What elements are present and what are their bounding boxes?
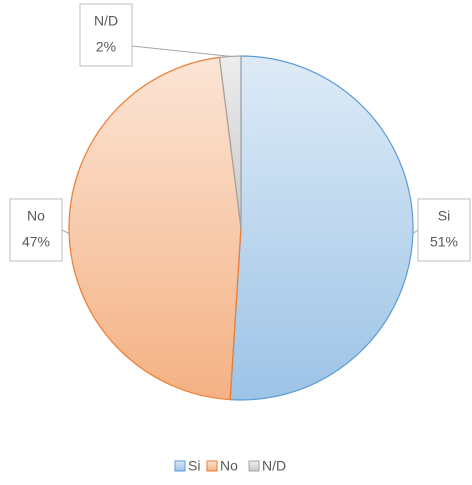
- data-label-name: Si: [438, 208, 450, 224]
- pie-slice: [68, 56, 242, 401]
- leader-line: [131, 45, 231, 57]
- data-label-box: [79, 3, 133, 67]
- legend-label: N/D: [262, 458, 286, 474]
- legend-swatch: [206, 460, 218, 472]
- data-label-value: 47%: [22, 234, 50, 250]
- data-label-value: 2%: [96, 39, 116, 55]
- legend-label: No: [220, 458, 238, 474]
- legend-swatch: [174, 460, 186, 472]
- leader-line: [412, 229, 419, 234]
- pie-slice: [229, 55, 414, 401]
- data-label-name: No: [27, 208, 45, 224]
- pie-slice: [218, 55, 242, 229]
- legend-label: Si: [188, 458, 200, 474]
- data-label-value: 51%: [430, 234, 458, 250]
- legend-swatch: [248, 460, 260, 472]
- leader-line: [61, 229, 70, 234]
- data-label-name: N/D: [94, 13, 118, 29]
- data-label-box: [9, 198, 63, 262]
- data-label-box: [417, 198, 471, 262]
